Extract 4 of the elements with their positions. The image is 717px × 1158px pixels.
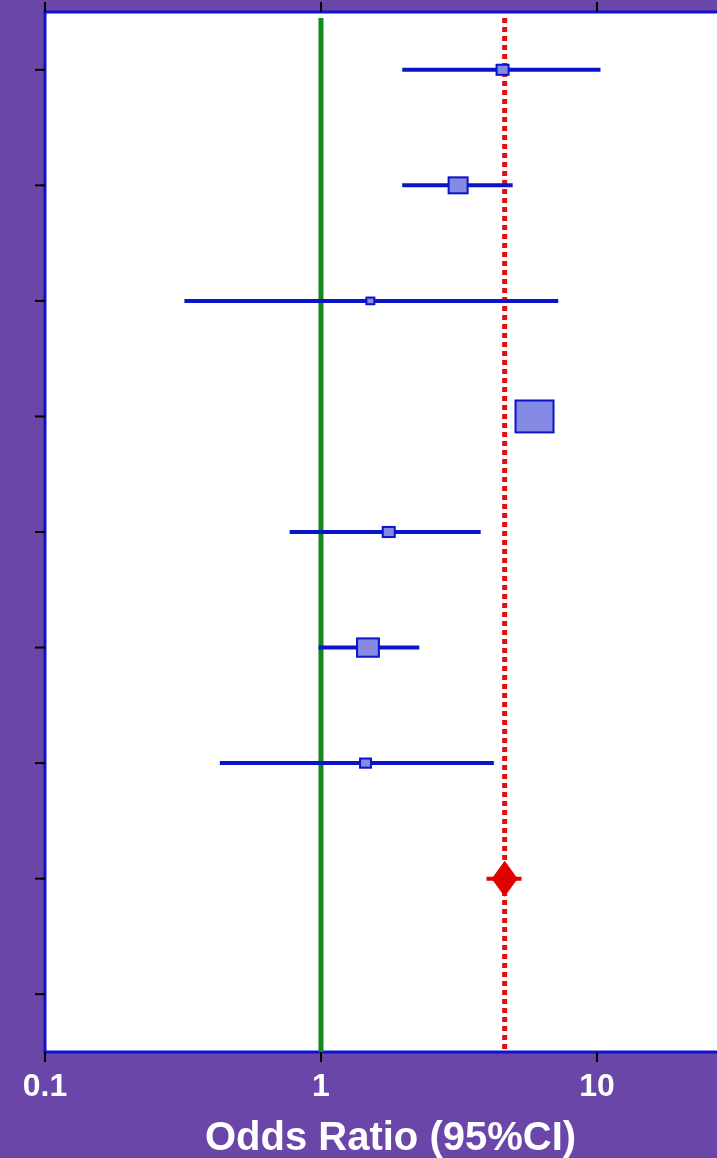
x-tick-label: 0.1 — [22, 1067, 68, 1103]
x-tick-label: 10 — [579, 1067, 615, 1103]
x-axis-title: Odds Ratio (95%CI) — [204, 1114, 577, 1158]
x-tick-label: 1 — [312, 1067, 330, 1103]
